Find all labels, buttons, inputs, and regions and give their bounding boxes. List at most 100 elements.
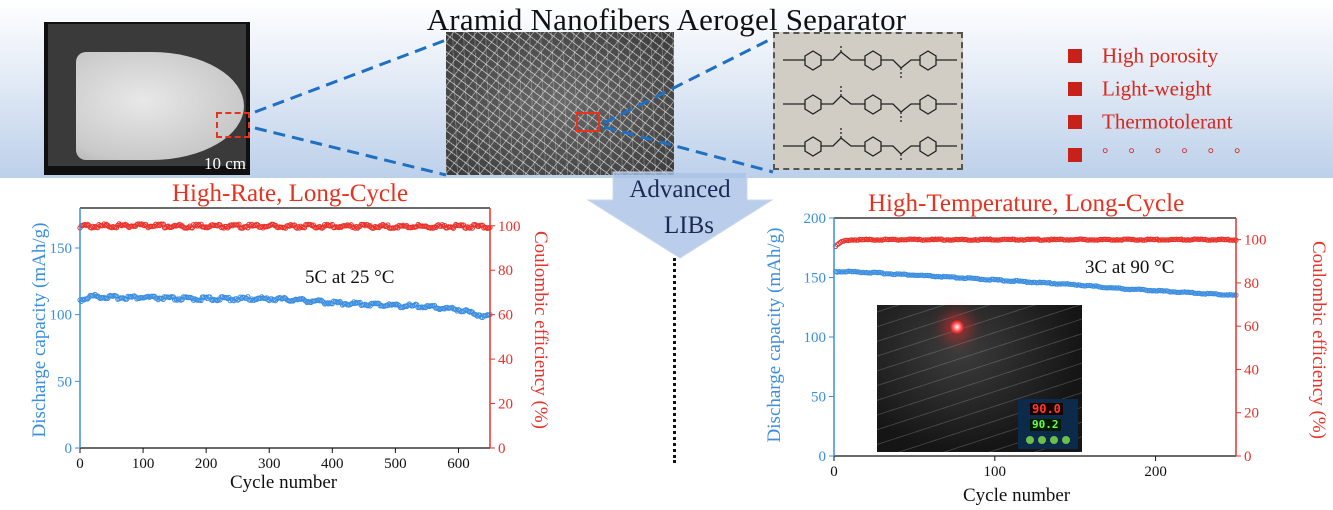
- feature-item: High porosity: [1068, 42, 1218, 70]
- feature-item: Thermotolerant: [1068, 108, 1233, 136]
- data-point: [858, 237, 864, 243]
- zoom-connector-line: [603, 36, 774, 125]
- efficiency-series: [77, 221, 493, 231]
- scale-bar: [212, 182, 280, 185]
- efficiency-series: [833, 236, 1239, 249]
- data-point: [1111, 285, 1117, 291]
- zoom-connector-line: [254, 38, 447, 114]
- feature-label: ° ° ° ° ° °: [1102, 146, 1249, 164]
- separator-photo: 10 cm: [44, 22, 280, 185]
- x-tick-label: 100: [132, 456, 155, 472]
- data-point: [1030, 236, 1037, 242]
- y2-tick-label: 40: [1244, 362, 1259, 378]
- data-point: [207, 294, 213, 300]
- data-point: [1017, 237, 1024, 243]
- data-point: [430, 225, 436, 231]
- y2-tick-label: 100: [498, 219, 521, 235]
- sem-nanofiber-image: [446, 32, 674, 175]
- y2-tick-label: 40: [498, 352, 513, 368]
- data-point: [947, 237, 953, 243]
- data-point: [1157, 288, 1164, 294]
- data-point: [984, 277, 990, 283]
- data-point: [918, 272, 924, 278]
- x-tick-label: 0: [76, 456, 84, 472]
- y-tick-label: 150: [50, 241, 73, 257]
- data-point: [217, 297, 223, 303]
- controller-button: [1026, 436, 1034, 444]
- zoom-connector-line: [254, 126, 447, 177]
- data-point: [240, 225, 246, 231]
- x-tick-label: 300: [258, 456, 281, 472]
- data-point: [1133, 237, 1139, 243]
- data-point: [141, 223, 147, 229]
- benzene-ring: [864, 136, 882, 157]
- data-point: [887, 236, 893, 242]
- benzene-ring: [804, 136, 822, 157]
- data-point: [890, 271, 897, 278]
- data-point: [414, 302, 420, 308]
- data-point: [913, 272, 919, 278]
- y2-tick-label: 80: [1244, 276, 1259, 292]
- hydrogen-bonds: [840, 44, 902, 162]
- data-point: [245, 294, 251, 300]
- data-point: [329, 221, 335, 228]
- y-tick-label: 0: [65, 441, 73, 457]
- feature-label: High porosity: [1102, 43, 1219, 68]
- data-point: [1220, 292, 1226, 298]
- capacity-series: [77, 291, 493, 321]
- data-point: [921, 273, 927, 279]
- data-point: [968, 237, 974, 243]
- left-x-axis-title: Cycle number: [230, 472, 338, 493]
- benzene-ring: [919, 136, 937, 157]
- data-point: [1091, 237, 1098, 243]
- feature-item: ° ° ° ° ° °: [1068, 141, 1248, 169]
- y2-tick-label: 0: [498, 441, 506, 457]
- data-point: [251, 297, 257, 303]
- data-point: [1222, 237, 1228, 243]
- data-point: [958, 275, 964, 281]
- feature-label: Light-weight: [1102, 76, 1212, 101]
- data-point: [961, 237, 967, 243]
- data-point: [365, 222, 371, 228]
- controller-reading-top: 90.0: [1030, 402, 1063, 416]
- data-point: [1080, 236, 1086, 242]
- data-point: [1038, 237, 1045, 243]
- data-point: [1101, 285, 1107, 291]
- x-tick-label: 500: [384, 456, 407, 472]
- scale-bar-label: 10 cm: [204, 154, 247, 173]
- x-tick-label: 200: [1144, 464, 1167, 480]
- data-point: [196, 221, 202, 228]
- sem-zoom-box: [576, 112, 600, 132]
- x-tick-label: 600: [447, 456, 470, 472]
- down-arrow-icon: [586, 171, 774, 259]
- data-point: [1130, 286, 1136, 292]
- libs-label: LIBs: [664, 212, 714, 239]
- data-point: [839, 269, 845, 275]
- data-point: [114, 225, 120, 231]
- right-y-axis-title: Discharge capacity (mAh/g): [764, 227, 785, 443]
- data-point: [1061, 237, 1067, 243]
- feature-label: Thermotolerant: [1102, 109, 1233, 134]
- data-point: [308, 222, 314, 228]
- right-y2-axis-title: Coulombic efficiency (%): [1308, 240, 1329, 440]
- data-point: [923, 237, 929, 243]
- advanced-label: Advanced: [629, 176, 731, 203]
- benzene-ring: [804, 50, 822, 71]
- data-point: [1207, 290, 1213, 297]
- y-tick-label: 100: [50, 308, 73, 324]
- y-tick-label: 50: [811, 390, 826, 406]
- data-point: [989, 276, 995, 282]
- capacity-series: [833, 268, 1239, 298]
- data-point: [966, 237, 972, 243]
- data-point: [898, 237, 905, 243]
- y-tick-label: 0: [819, 449, 827, 465]
- advanced-libs-label: Advanced LIBs: [590, 172, 770, 244]
- chemical-structure: [773, 32, 963, 170]
- temperature-controller: 90.0 90.2: [1018, 399, 1078, 449]
- data-point: [85, 296, 91, 302]
- data-point: [1085, 282, 1091, 289]
- x-tick-label: 0: [830, 464, 838, 480]
